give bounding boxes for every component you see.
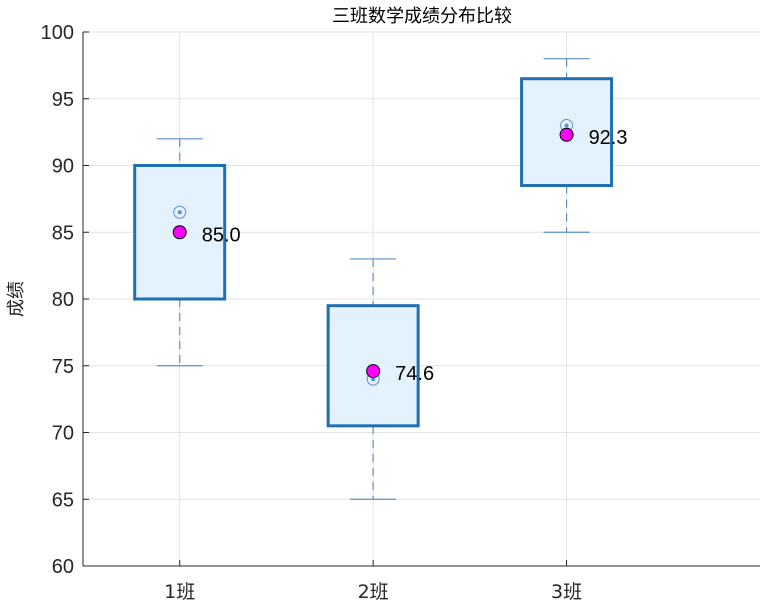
y-tick-label: 80 [52, 289, 74, 311]
mean-label: 74.6 [395, 363, 434, 385]
y-tick-label: 65 [52, 489, 74, 511]
y-tick-label: 85 [52, 222, 74, 244]
axes [82, 31, 760, 567]
mean-label: 85.0 [202, 224, 241, 246]
box-group: 92.3 [520, 58, 628, 233]
box-iqr [520, 77, 614, 188]
box-iqr [326, 304, 420, 428]
median-dot [371, 377, 376, 382]
mean-point [366, 364, 381, 379]
x-tick-label: 2班 [358, 581, 389, 603]
median-dot [564, 123, 569, 128]
y-tick-label: 90 [52, 156, 74, 178]
y-tick-label: 75 [52, 356, 74, 378]
mean-point [172, 225, 187, 240]
box-group: 85.0 [133, 138, 241, 367]
y-tick-label: 95 [52, 89, 74, 111]
x-tick-label: 1班 [164, 581, 195, 603]
y-tick-label: 100 [41, 22, 74, 44]
tick-labels: 60 65 70 75 80 85 90 95 100 1班 2班 3班 [41, 22, 582, 603]
y-tick-label: 60 [52, 556, 74, 578]
mean-label: 92.3 [589, 127, 628, 149]
median-marker [173, 205, 187, 219]
y-tick-label: 70 [52, 423, 74, 445]
y-axis-label: 成绩 [6, 281, 27, 317]
mean-point [559, 127, 574, 142]
x-tick-label: 3班 [551, 581, 582, 603]
box-series: 85.0 74.6 92.3 [133, 58, 628, 500]
median-dot [177, 210, 182, 215]
chart-title: 三班数学成绩分布比较 [332, 6, 512, 27]
box-group: 74.6 [326, 258, 434, 500]
